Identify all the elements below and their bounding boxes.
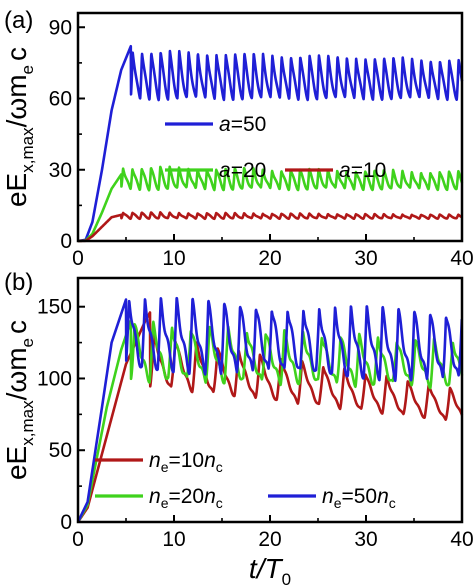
y-tick-label: 150 [37, 296, 72, 319]
legend-label: a=50 [219, 113, 266, 136]
legend-label: a=10 [339, 159, 386, 182]
plot-frame [76, 11, 464, 243]
x-tick-label: 0 [72, 247, 84, 270]
series-line-a20 [76, 165, 464, 243]
y-tick-label: 0 [60, 230, 72, 253]
y-tick-label: 100 [37, 367, 72, 390]
panel-label: (a) [4, 7, 33, 34]
x-tick-label: 30 [354, 528, 377, 551]
y-tick-label: 90 [49, 16, 72, 39]
y-tick-label: 60 [49, 88, 72, 111]
x-tick-label: 10 [162, 528, 185, 551]
y-axis-label: eEx,max/ωmec [1, 47, 37, 207]
series-line-ne50nc [76, 296, 464, 523]
y-tick-label: 0 [60, 511, 72, 534]
panel-label: (b) [4, 269, 33, 296]
x-tick-label: 20 [258, 247, 281, 270]
panel-a: 0 10 20 30 40 0 30 60 90 (a) eEx,max/ωmec a=50 a=20 a… [1, 7, 474, 270]
series-line-ne10nc [76, 311, 464, 523]
x-tick-label: 30 [354, 247, 377, 270]
legend-label: a=20 [219, 159, 266, 182]
panel-b: 0 10 20 30 40 0 50 100 150(b) eEx,max/ωmec t/T0 ne=… [1, 269, 474, 586]
y-tick-label: 50 [49, 439, 72, 462]
plot-frame [76, 276, 464, 524]
series-line-a10 [76, 211, 464, 243]
legend-label: ne=50nc [322, 485, 396, 511]
x-tick-label: 40 [450, 528, 473, 551]
x-tick-label: 0 [72, 528, 84, 551]
series-line-a50 [76, 44, 464, 243]
x-tick-label: 40 [450, 247, 473, 270]
y-tick-label: 30 [49, 159, 72, 182]
x-axis-label: t/T0 [249, 553, 291, 586]
x-tick-label: 20 [258, 528, 281, 551]
legend-label: ne=10nc [149, 449, 223, 475]
y-axis-label: eEx,max/ωmec [1, 320, 37, 480]
x-tick-label: 10 [162, 247, 185, 270]
legend-label: ne=20nc [149, 485, 223, 511]
